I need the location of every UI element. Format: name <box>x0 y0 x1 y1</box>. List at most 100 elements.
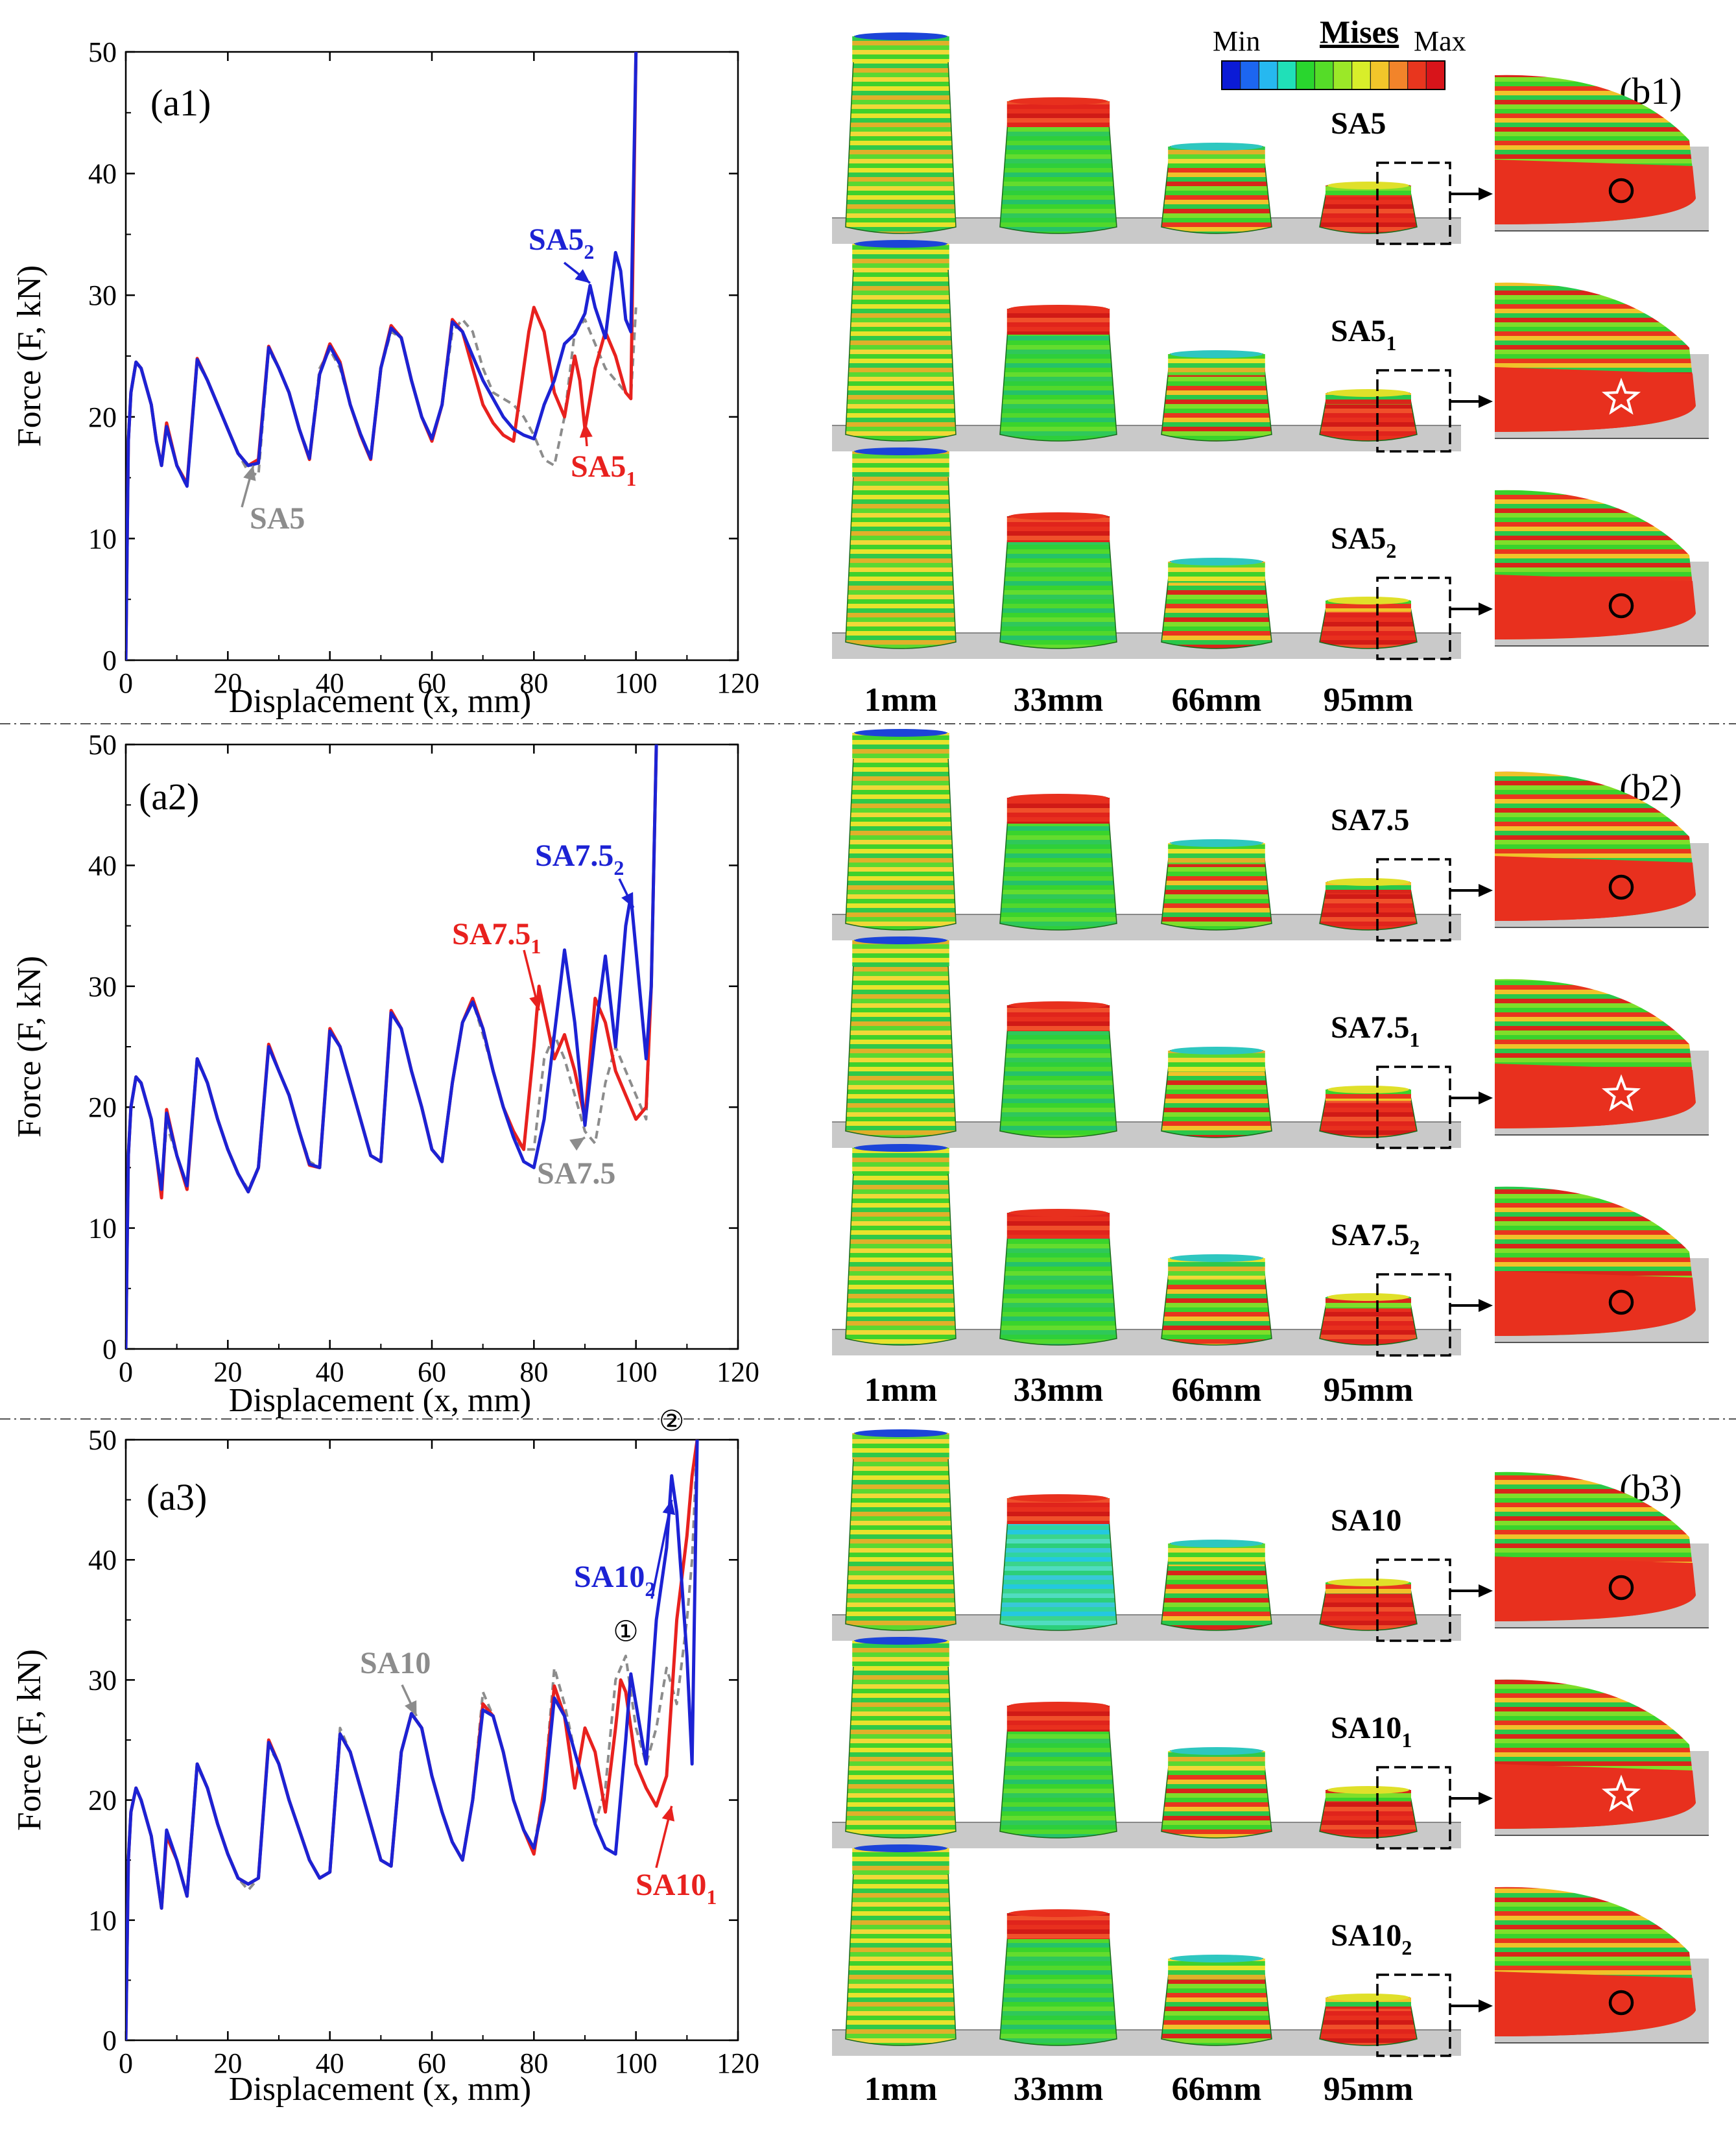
x-tick-label: 40 <box>316 2047 344 2079</box>
annotation-arrowhead <box>575 268 590 283</box>
crushed-tube-body <box>1319 392 1418 442</box>
zoom-arrowhead <box>1479 1584 1493 1597</box>
crushed-tube-cap <box>1327 182 1409 189</box>
crushed-tube-cap <box>1170 1747 1263 1755</box>
case-row: SA7.51 <box>832 936 1709 1149</box>
annotation-label: SA7.5 <box>537 1156 615 1191</box>
crushed-tube-top <box>1006 798 1110 824</box>
inset-base-ring <box>1495 1271 1696 1336</box>
x-tick-label: 20 <box>213 1356 242 1388</box>
crushed-tube-cap <box>1009 305 1108 313</box>
crushed-tube-cap <box>1009 1209 1108 1217</box>
crushed-tube-cap <box>1009 97 1108 105</box>
zoom-arrowhead <box>1479 1091 1493 1104</box>
column-label: 95mm <box>1324 1372 1414 1409</box>
crushed-tube-cap <box>854 1637 947 1645</box>
crushed-tube-cap <box>1170 1047 1263 1055</box>
plot-frame <box>125 1438 739 2042</box>
crushed-tube-cap <box>854 1429 947 1437</box>
y-tick-label: 40 <box>88 850 117 881</box>
annotation-arrowhead <box>529 995 542 1011</box>
zoom-region-box <box>1376 1766 1451 1850</box>
chart-a3: 0 20 40 60 80 100 120 0 10 20 30 40 50 Displacement (… <box>11 1405 759 2108</box>
x-tick-label: 0 <box>119 2047 133 2079</box>
zoom-arrowhead <box>1479 1792 1493 1805</box>
contact-circle-marker <box>1608 1990 1634 2016</box>
x-tick-label: 100 <box>615 1356 658 1388</box>
x-tick-label: 20 <box>213 667 242 699</box>
contact-circle-marker <box>1608 1575 1634 1601</box>
zoom-inset <box>1495 490 1709 647</box>
x-tick-label: 0 <box>119 1356 133 1388</box>
annotation-label: SA101 <box>636 1868 717 1909</box>
legend-swatch <box>1296 60 1316 90</box>
case-row: SA7.52 <box>832 1144 1709 1357</box>
crushed-tube-body <box>1161 842 1272 931</box>
crushed-tube-top <box>1006 1498 1110 1524</box>
legend-swatch <box>1388 60 1409 90</box>
crushed-tube-cap <box>1170 1955 1263 1962</box>
zoom-arrowhead <box>1479 187 1493 200</box>
column-label: 1mm <box>864 1372 938 1409</box>
crushed-tube-body <box>845 1433 957 1631</box>
annotation-label: SA7.51 <box>452 917 541 958</box>
legend-swatch <box>1425 60 1446 90</box>
case-row: SA5 <box>832 32 1709 245</box>
annotation-label: SA10 <box>360 1646 431 1680</box>
zoom-inset <box>1495 75 1709 232</box>
case-row: SA101 <box>832 1637 1709 1850</box>
crushed-tube-cap <box>1327 597 1409 604</box>
x-axis-label: Displacement (x, mm) <box>229 1382 531 1419</box>
crushed-tube-body <box>1319 185 1418 234</box>
y-tick-label: 0 <box>102 645 117 676</box>
y-tick-label: 20 <box>88 401 117 433</box>
zoom-arrowhead <box>1479 884 1493 897</box>
column-label: 66mm <box>1172 2071 1262 2108</box>
failure-star-marker <box>1601 377 1641 415</box>
plot-frame <box>125 51 739 661</box>
y-tick-label: 20 <box>88 1785 117 1817</box>
series-line-sa10-1 <box>126 1439 699 2041</box>
y-tick-label: 30 <box>88 1664 117 1696</box>
case-row: SA7.5 <box>832 729 1709 942</box>
column-label: 66mm <box>1172 682 1262 719</box>
crushed-tube-body <box>999 1913 1117 2046</box>
crushed-tube-top <box>1006 101 1110 127</box>
case-row: SA51 <box>832 240 1709 453</box>
crushed-tube-cap <box>1327 1293 1409 1301</box>
mises-legend: Min Mises Max <box>1213 14 1466 90</box>
case-row: SA10 <box>832 1429 1709 1642</box>
annotation-arrowhead <box>405 1700 417 1716</box>
case-label: SA7.5 <box>1331 803 1409 837</box>
legend-max: Max <box>1414 25 1466 57</box>
contact-circle-marker <box>1608 874 1634 900</box>
crushed-tube-body <box>999 308 1117 442</box>
column-label: 33mm <box>1014 1372 1104 1409</box>
case-label: SA10 <box>1331 1503 1401 1538</box>
zoom-region-box <box>1376 1558 1451 1642</box>
crushed-tube-body <box>999 1705 1117 1839</box>
crushed-tube-body <box>999 1005 1117 1138</box>
x-tick-label: 40 <box>316 667 344 699</box>
y-tick-label: 50 <box>88 36 117 68</box>
zoom-inset <box>1495 1679 1709 1836</box>
y-tick-label: 0 <box>102 2025 117 2056</box>
column-label: 95mm <box>1324 2071 1414 2108</box>
crushed-tube-body <box>1319 881 1418 931</box>
crushed-tube-body <box>1319 1997 1418 2046</box>
crushed-tube-body <box>1161 1050 1272 1138</box>
y-tick-label: 10 <box>88 1213 117 1245</box>
x-tick-label: 20 <box>213 2047 242 2079</box>
crushed-tube-top <box>852 940 949 966</box>
x-axis-label: Displacement (x, mm) <box>229 683 531 720</box>
crushed-tube-top <box>852 733 949 759</box>
inset-base-ring <box>1495 367 1696 432</box>
crushed-tube-cap <box>1327 1994 1409 2001</box>
annotation-label: SA52 <box>529 222 594 263</box>
legend-title: Mises <box>1320 14 1399 50</box>
y-tick-label: 40 <box>88 158 117 190</box>
zoom-region-box <box>1376 858 1451 942</box>
crushed-tube-top <box>852 1848 949 1874</box>
zoom-region-box <box>1376 369 1451 453</box>
